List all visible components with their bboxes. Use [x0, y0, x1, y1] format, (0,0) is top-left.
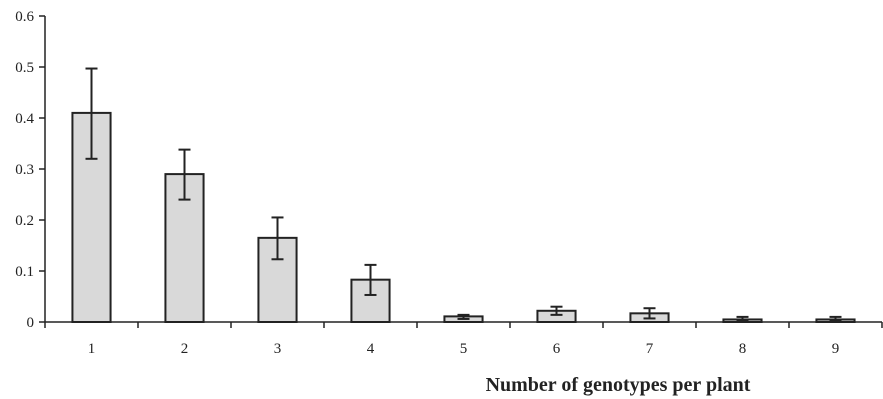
error-bars	[85, 67, 842, 322]
y-tick-label: 0.1	[15, 264, 34, 280]
x-axis-title: Number of genotypes per plant	[486, 374, 751, 396]
x-tick-label: 2	[181, 341, 189, 357]
x-tick-label: 1	[88, 341, 96, 357]
x-tick-label: 7	[646, 341, 654, 357]
x-ticks: 1 2 3 4 5 6 7 8 9	[44, 322, 883, 357]
x-tick-label: 9	[832, 341, 840, 357]
x-tick-label: 8	[739, 341, 747, 357]
y-tick-label: 0	[27, 315, 35, 331]
x-tick-label: 5	[460, 341, 468, 357]
y-tick-label: 0.3	[15, 162, 34, 178]
y-tick-label: 0.4	[15, 111, 34, 127]
x-tick-label: 4	[367, 341, 375, 357]
x-tick-label: 3	[274, 341, 282, 357]
x-tick-label: 6	[553, 341, 561, 357]
y-tick-label: 0.6	[15, 9, 34, 25]
y-tick-label: 0.2	[15, 213, 34, 229]
y-ticks: 0 0.1 0.2 0.3 0.4 0.5 0.6	[15, 9, 45, 331]
y-tick-label: 0.5	[15, 60, 34, 76]
bars	[71, 111, 856, 324]
